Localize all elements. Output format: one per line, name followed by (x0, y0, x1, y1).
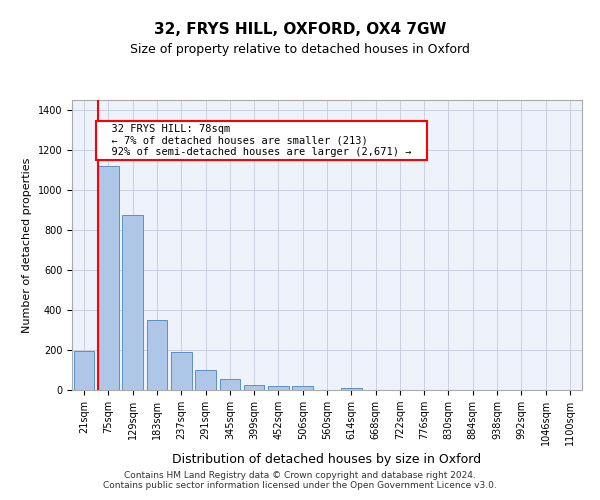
Text: 32, FRYS HILL, OXFORD, OX4 7GW: 32, FRYS HILL, OXFORD, OX4 7GW (154, 22, 446, 38)
X-axis label: Distribution of detached houses by size in Oxford: Distribution of detached houses by size … (172, 454, 482, 466)
Bar (74, 351, 94, 390)
Text: Contains HM Land Registry data © Crown copyright and database right 2024.
Contai: Contains HM Land Registry data © Crown c… (103, 470, 497, 490)
Bar (341, 388, 362, 390)
Bar (220, 379, 240, 390)
Bar (195, 370, 216, 390)
Bar (268, 386, 289, 390)
Y-axis label: Number of detached properties: Number of detached properties (22, 158, 32, 332)
Bar (292, 386, 313, 390)
Bar (171, 352, 191, 390)
Bar (146, 320, 167, 390)
Bar (98, 166, 119, 390)
Text: Size of property relative to detached houses in Oxford: Size of property relative to detached ho… (130, 42, 470, 56)
Text: 32 FRYS HILL: 78sqm  
  ← 7% of detached houses are smaller (213)  
  92% of sem: 32 FRYS HILL: 78sqm ← 7% of detached hou… (99, 124, 424, 157)
Bar (122, 215, 143, 390)
Bar (244, 385, 265, 390)
